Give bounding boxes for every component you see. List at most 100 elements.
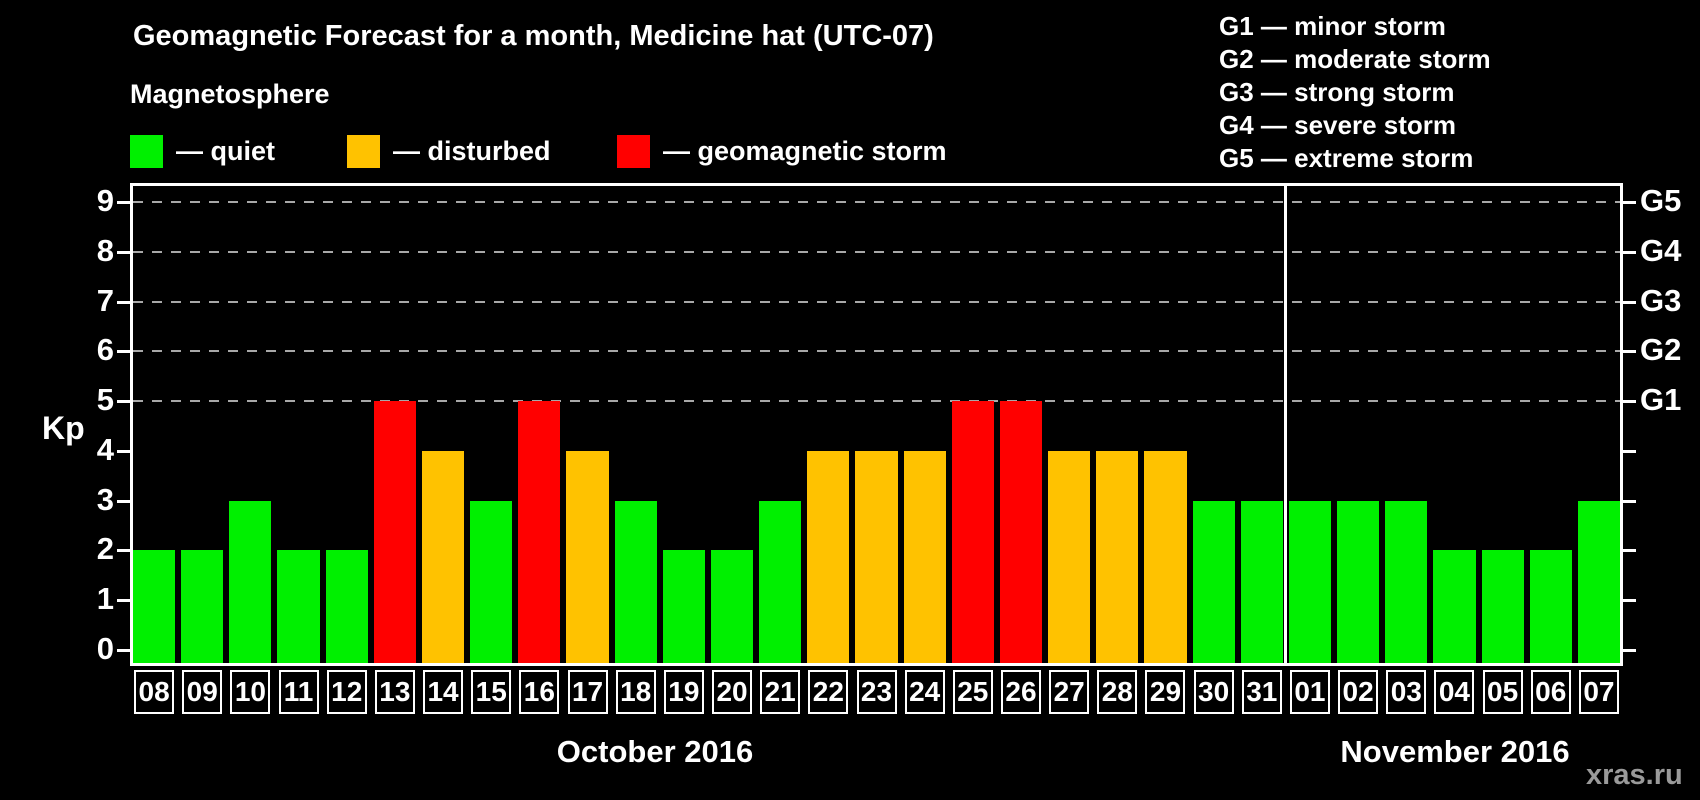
day-label-oct-12: 12: [326, 670, 367, 714]
kp-bar-oct-16: [518, 401, 561, 663]
month-label-november: November 2016: [1340, 734, 1570, 769]
storm-scale-line-g4: G4 — severe storm: [1219, 110, 1457, 140]
watermark: xras.ru: [1586, 759, 1683, 791]
day-label-oct-18: 18: [615, 670, 656, 714]
right-axis-label-g5: G5: [1640, 183, 1682, 218]
kp-bar-oct-08: [133, 550, 176, 663]
kp-bar-oct-18: [614, 500, 657, 663]
legend-item-storm: — geomagnetic storm: [617, 133, 947, 169]
gridline-kp9: [133, 201, 1620, 203]
storm-scale-line-g3: G3 — strong storm: [1219, 77, 1455, 107]
legend-item-label: — quiet: [176, 135, 275, 166]
kp-bar-nov-04: [1433, 550, 1476, 663]
y-axis-label: Kp: [42, 410, 85, 446]
day-label-oct-24: 24: [904, 670, 945, 714]
left-tick-kp7: [117, 300, 130, 304]
right-tick-kp1: [1623, 599, 1636, 603]
storm-color-swatch: [617, 134, 650, 168]
left-tick-kp5: [117, 400, 130, 404]
kp-bar-nov-06: [1529, 550, 1572, 663]
y-tick-label-9: 9: [96, 183, 114, 218]
y-tick-label-5: 5: [96, 382, 114, 418]
y-tick-label-8: 8: [96, 232, 114, 268]
day-label-oct-28: 28: [1097, 670, 1138, 714]
right-tick-kp6: [1623, 350, 1636, 354]
right-axis-label-g4: G4: [1640, 232, 1682, 268]
legend-item-label: — disturbed: [393, 135, 551, 166]
month-label-october: October 2016: [556, 734, 754, 769]
y-tick-label-3: 3: [96, 481, 114, 517]
day-label-oct-27: 27: [1049, 670, 1090, 714]
y-tick-label-7: 7: [96, 282, 114, 318]
kp-bar-nov-01: [1288, 500, 1332, 663]
day-label-oct-17: 17: [567, 670, 608, 714]
kp-bar-oct-12: [325, 550, 368, 663]
kp-bar-oct-22: [807, 450, 850, 663]
kp-bar-nov-07: [1577, 500, 1620, 663]
left-tick-kp0: [117, 649, 130, 652]
day-label-oct-15: 15: [471, 670, 512, 714]
gridline-kp6: [133, 350, 1620, 353]
kp-bar-oct-23: [855, 450, 898, 663]
day-label-oct-21: 21: [760, 670, 801, 714]
kp-bar-oct-14: [421, 450, 465, 663]
kp-bar-oct-20: [710, 550, 754, 663]
day-label-nov-05: 05: [1482, 670, 1523, 714]
right-tick-kp2: [1623, 549, 1636, 553]
kp-bar-oct-28: [1096, 450, 1139, 663]
gridline-kp8: [133, 250, 1620, 253]
day-label-oct-13: 13: [374, 670, 415, 714]
gridline-kp5: [133, 400, 1620, 403]
day-label-nov-04: 04: [1434, 670, 1475, 714]
day-label-nov-07: 07: [1578, 670, 1619, 714]
day-label-oct-08: 08: [134, 670, 175, 714]
y-tick-label-0: 0: [96, 631, 114, 666]
kp-bar-oct-24: [903, 450, 946, 663]
kp-bar-nov-02: [1337, 500, 1380, 663]
left-tick-kp2: [117, 549, 130, 553]
left-tick-kp6: [117, 350, 130, 354]
right-tick-kp0: [1623, 649, 1636, 652]
kp-bar-nov-05: [1481, 550, 1524, 663]
kp-bar-oct-17: [566, 450, 609, 663]
plot-area: [130, 183, 1623, 666]
storm-scale-line-g2: G2 — moderate storm: [1219, 44, 1491, 74]
y-tick-label-4: 4: [96, 431, 114, 467]
legend-item-label: — geomagnetic storm: [663, 135, 947, 166]
storm-scale-line-g1: G1 — minor storm: [1219, 11, 1446, 41]
kp-bar-oct-15: [470, 500, 513, 663]
legend-item-quiet: — quiet: [130, 133, 275, 169]
day-label-oct-31: 31: [1241, 670, 1282, 714]
storm-scale-legend: G1 — minor storm G2 — moderate storm G3 — …: [1219, 10, 1491, 175]
right-tick-kp9: [1623, 201, 1636, 204]
day-label-oct-25: 25: [952, 670, 993, 714]
day-label-nov-01: 01: [1289, 670, 1330, 714]
kp-bar-oct-31: [1240, 500, 1283, 663]
y-tick-label-2: 2: [96, 531, 114, 567]
right-axis-label-g1: G1: [1640, 382, 1682, 418]
day-label-oct-22: 22: [808, 670, 849, 714]
day-label-nov-06: 06: [1530, 670, 1571, 714]
right-tick-kp3: [1623, 499, 1636, 503]
day-label-oct-26: 26: [1000, 670, 1041, 714]
left-tick-kp3: [117, 499, 130, 503]
storm-scale-line-g5: G5 — extreme storm: [1219, 143, 1474, 173]
day-label-oct-23: 23: [856, 670, 897, 714]
kp-bar-nov-03: [1385, 500, 1428, 663]
kp-bar-oct-11: [277, 550, 320, 663]
y-tick-label-6: 6: [96, 332, 114, 368]
kp-bar-oct-10: [229, 500, 272, 663]
right-axis-label-g3: G3: [1640, 282, 1682, 318]
day-label-oct-11: 11: [278, 670, 319, 714]
left-tick-kp9: [117, 201, 130, 204]
right-tick-kp5: [1623, 400, 1636, 404]
left-tick-kp1: [117, 599, 130, 603]
day-label-nov-03: 03: [1386, 670, 1427, 714]
day-label-oct-09: 09: [182, 670, 223, 714]
kp-bar-oct-21: [759, 500, 802, 663]
day-label-oct-30: 30: [1193, 670, 1234, 714]
kp-bar-oct-30: [1192, 500, 1235, 663]
kp-bar-oct-13: [373, 401, 416, 663]
left-tick-kp4: [117, 449, 130, 453]
